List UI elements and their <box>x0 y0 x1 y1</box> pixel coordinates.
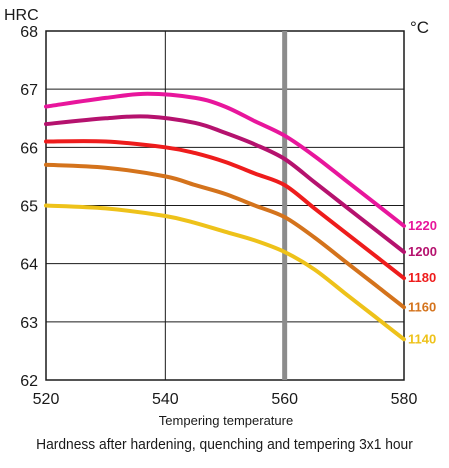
y-tick-label: 68 <box>20 24 38 41</box>
series-label-1140: 1140 <box>408 331 436 346</box>
y-axis-title: HRC <box>4 7 39 24</box>
series-labels: 1220 1200 1180 1160 1140 <box>408 218 437 346</box>
y-tick-label: 63 <box>20 315 38 332</box>
series-label-1220: 1220 <box>408 218 437 233</box>
series-lines <box>44 91 406 342</box>
series-label-1200: 1200 <box>408 244 437 259</box>
series-label-1160: 1160 <box>408 299 436 314</box>
series-line-1140 <box>44 203 406 342</box>
grid <box>46 31 404 380</box>
x-axis-ticks: 520 540 560 580 <box>33 391 418 408</box>
series-label-1180: 1180 <box>408 270 436 285</box>
y-tick-label: 62 <box>20 373 38 390</box>
x-tick-label: 580 <box>391 391 418 408</box>
y-axis-ticks: 62 63 64 65 66 67 68 <box>20 24 38 390</box>
y-tick-label: 67 <box>20 82 38 99</box>
x-axis-title: Tempering temperature <box>159 413 293 428</box>
hardness-chart: 62 63 64 65 66 67 68 520 540 560 580 1220 1200 1180… <box>4 7 437 428</box>
series-line-1180 <box>44 139 406 281</box>
x-tick-label: 540 <box>152 391 179 408</box>
series-line-1160 <box>44 162 406 310</box>
y-tick-label: 65 <box>20 199 38 216</box>
series-line-1200 <box>44 114 406 254</box>
unit-label: °C <box>410 18 429 37</box>
series-line-1220 <box>44 91 406 228</box>
x-tick-label: 520 <box>33 391 60 408</box>
chart-caption: Hardness after hardening, quenching and … <box>36 436 413 453</box>
y-tick-label: 64 <box>20 257 38 274</box>
x-tick-label: 560 <box>271 391 298 408</box>
y-tick-label: 66 <box>20 140 38 157</box>
